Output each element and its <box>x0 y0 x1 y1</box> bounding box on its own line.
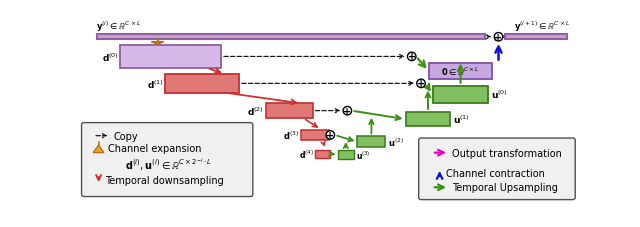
Text: Output transformation: Output transformation <box>452 148 562 158</box>
Bar <box>97 35 484 40</box>
Text: $\mathbf{y}^{(i)} \in \mathbb{R}^{C\times L}$: $\mathbf{y}^{(i)} \in \mathbb{R}^{C\time… <box>95 19 141 33</box>
Bar <box>315 150 330 158</box>
Text: Temporal downsampling: Temporal downsampling <box>105 175 223 185</box>
Text: Copy: Copy <box>113 131 138 141</box>
Circle shape <box>494 33 503 42</box>
Text: $\mathbf{d}^{(i)},\mathbf{u}^{(i)} \in \mathbb{R}^{C\times 2^{-i}\cdot L}$: $\mathbf{d}^{(i)},\mathbf{u}^{(i)} \in \… <box>125 156 212 172</box>
Bar <box>338 151 353 159</box>
FancyBboxPatch shape <box>419 138 575 200</box>
Bar <box>429 63 492 80</box>
Text: $\mathbf{u}^{(1)}$: $\mathbf{u}^{(1)}$ <box>452 114 470 126</box>
Text: $\mathbf{0} \in \mathbb{R}^{C\times L}$: $\mathbf{0} \in \mathbb{R}^{C\times L}$ <box>441 66 480 78</box>
Text: $\mathbf{d}^{(0)}$: $\mathbf{d}^{(0)}$ <box>102 51 119 63</box>
Text: +: + <box>326 130 334 140</box>
Bar <box>165 75 239 93</box>
Polygon shape <box>93 145 104 153</box>
Bar <box>406 112 451 127</box>
Text: $\mathbf{u}^{(2)}$: $\mathbf{u}^{(2)}$ <box>388 136 404 148</box>
Bar <box>120 46 221 69</box>
Text: Channel contraction: Channel contraction <box>446 168 545 178</box>
Text: $\mathbf{u}^{(3)}$: $\mathbf{u}^{(3)}$ <box>356 149 371 161</box>
Text: $\mathbf{u}^{(0)}$: $\mathbf{u}^{(0)}$ <box>491 89 508 101</box>
Text: Channel expansion: Channel expansion <box>108 143 202 153</box>
Text: +: + <box>495 33 502 43</box>
Text: $\mathbf{d}^{(4)}$: $\mathbf{d}^{(4)}$ <box>299 148 313 160</box>
Text: +: + <box>408 52 416 62</box>
Text: $\mathbf{y}^{(i+1)} \in \mathbb{R}^{C\times L}$: $\mathbf{y}^{(i+1)} \in \mathbb{R}^{C\ti… <box>514 19 570 33</box>
Text: +: + <box>343 106 351 116</box>
Bar <box>433 86 488 103</box>
FancyBboxPatch shape <box>81 123 253 197</box>
Bar <box>266 104 312 118</box>
Text: $\mathbf{d}^{(3)}$: $\mathbf{d}^{(3)}$ <box>284 129 300 141</box>
Bar <box>358 137 385 148</box>
Text: +: + <box>417 79 425 89</box>
Bar <box>301 130 329 141</box>
Circle shape <box>343 107 351 115</box>
Text: $\mathbf{d}^{(1)}$: $\mathbf{d}^{(1)}$ <box>147 78 164 90</box>
Bar <box>505 35 566 40</box>
Circle shape <box>408 53 416 61</box>
Text: $\mathbf{d}^{(2)}$: $\mathbf{d}^{(2)}$ <box>248 105 264 117</box>
Circle shape <box>326 131 335 140</box>
Circle shape <box>417 80 425 88</box>
Text: Temporal Upsampling: Temporal Upsampling <box>452 183 558 192</box>
Polygon shape <box>151 43 164 45</box>
